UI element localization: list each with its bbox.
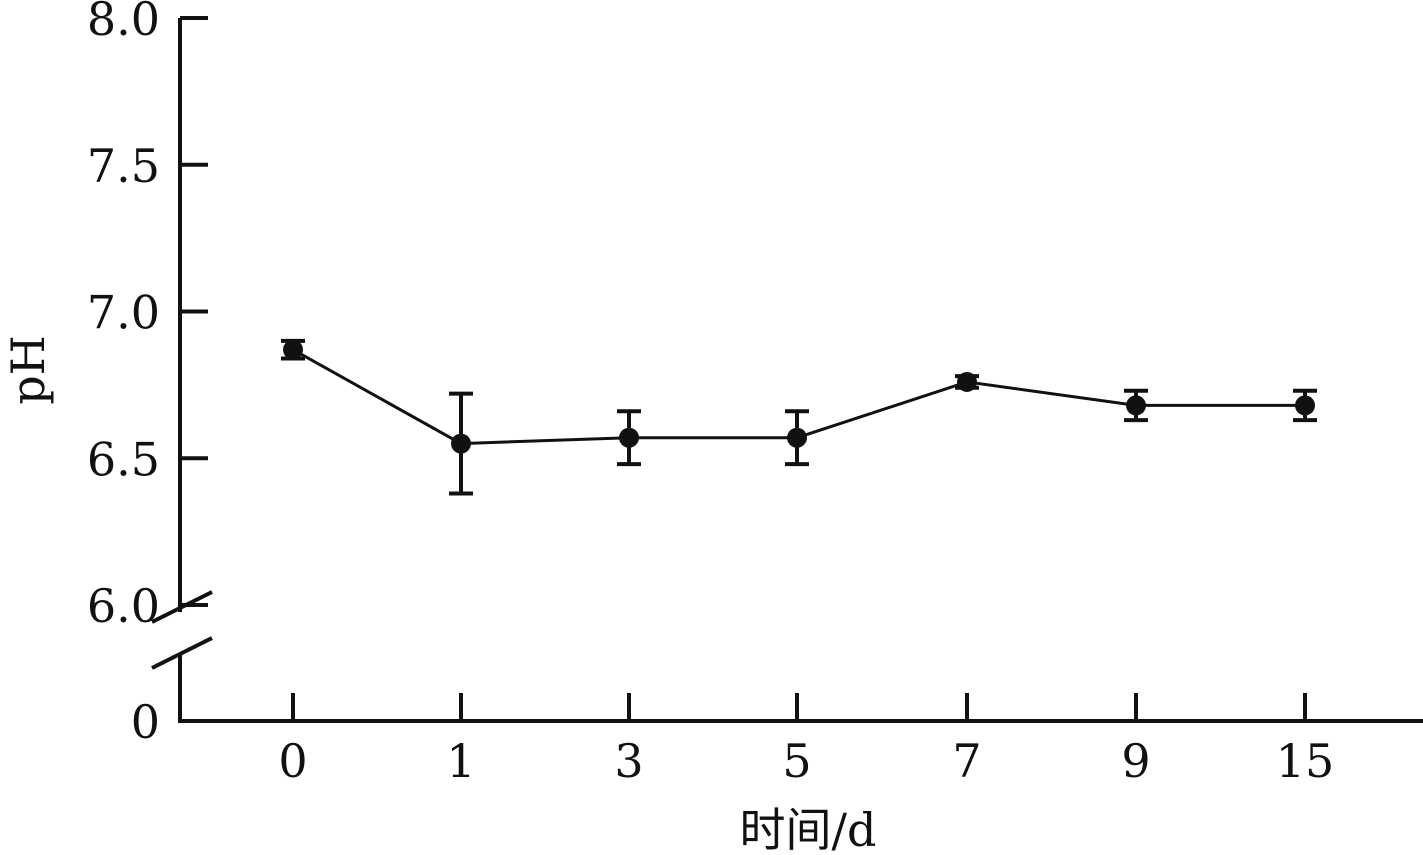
data-point: [1295, 395, 1315, 416]
y-tick-label: 7.0: [87, 286, 160, 340]
x-tick-label: 9: [1121, 734, 1150, 788]
y-tick-label: 7.5: [87, 139, 160, 193]
x-tick-label: 3: [614, 734, 643, 788]
data-point: [957, 371, 977, 392]
data-point: [283, 339, 303, 360]
y-tick-label: 8.0: [87, 0, 160, 46]
x-tick-label: 15: [1276, 734, 1335, 788]
data-point: [619, 427, 639, 448]
y-tick-label-zero: 0: [131, 695, 160, 749]
y-axis-break-mark-lower: [151, 636, 213, 670]
x-tick-label: 0: [278, 734, 307, 788]
y-tick-label: 6.5: [87, 432, 160, 486]
data-point: [787, 427, 807, 448]
x-tick-label: 1: [446, 734, 475, 788]
x-axis-title: 时间/d: [740, 803, 877, 855]
data-point: [451, 433, 471, 454]
x-ticks: 0 1 3 5 7 9 15: [278, 693, 1334, 788]
y-ticks: 6.0 6.5 7.0 7.5 8.0: [87, 0, 208, 633]
y-tick-label: 6.0: [87, 579, 160, 633]
x-tick-label: 7: [952, 734, 981, 788]
x-tick-label: 5: [782, 734, 811, 788]
y-axis-title: pH: [1, 335, 55, 405]
axes: 0 时间/d pH: [1, 18, 1423, 855]
data-point: [1126, 395, 1146, 416]
plot-area: [281, 338, 1317, 496]
